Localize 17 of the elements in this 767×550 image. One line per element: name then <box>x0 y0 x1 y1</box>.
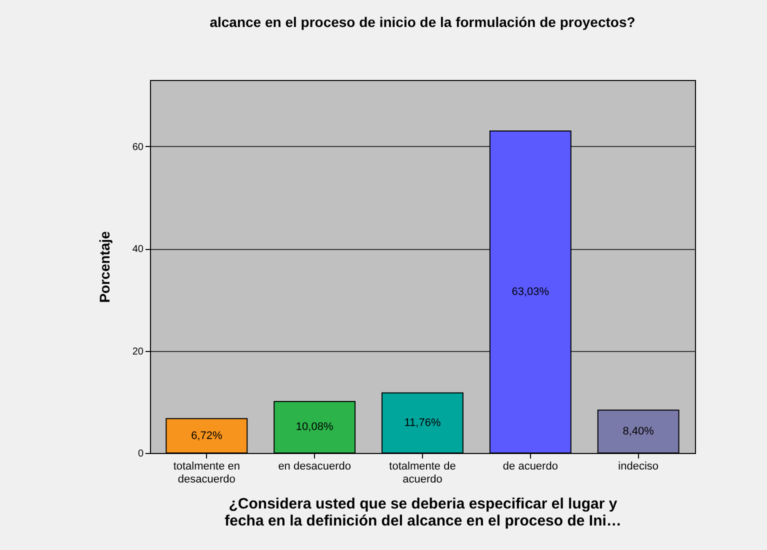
y-tick-label: 20 <box>132 346 144 358</box>
chart-title: alcance en el proceso de inicio de la formulación de proyectos? <box>210 14 636 30</box>
data-label: 8,40% <box>622 426 654 438</box>
x-tick-label: indeciso <box>618 460 659 472</box>
x-tick-label: totalmente de acuerdo <box>389 460 456 486</box>
x-tick-label: totalmente en desacuerdo <box>173 460 240 486</box>
y-tick-label: 0 <box>138 448 144 460</box>
y-axis-title: Porcentaje <box>96 230 112 303</box>
x-tick-label: en desacuerdo <box>278 460 351 472</box>
y-tick-label: 40 <box>132 244 144 256</box>
data-label: 10,08% <box>296 421 334 434</box>
data-label: 11,76% <box>404 416 441 429</box>
y-tick-label: 60 <box>132 142 144 153</box>
x-tick-label: de acuerdo <box>502 460 558 472</box>
data-label: 6,72% <box>191 430 222 442</box>
x-axis-title: ¿Considera usted que se deberia especificar el lugar y fecha en la definición del alcance en el proceso de Ini… <box>224 496 622 530</box>
data-label: 63,03% <box>512 286 550 298</box>
